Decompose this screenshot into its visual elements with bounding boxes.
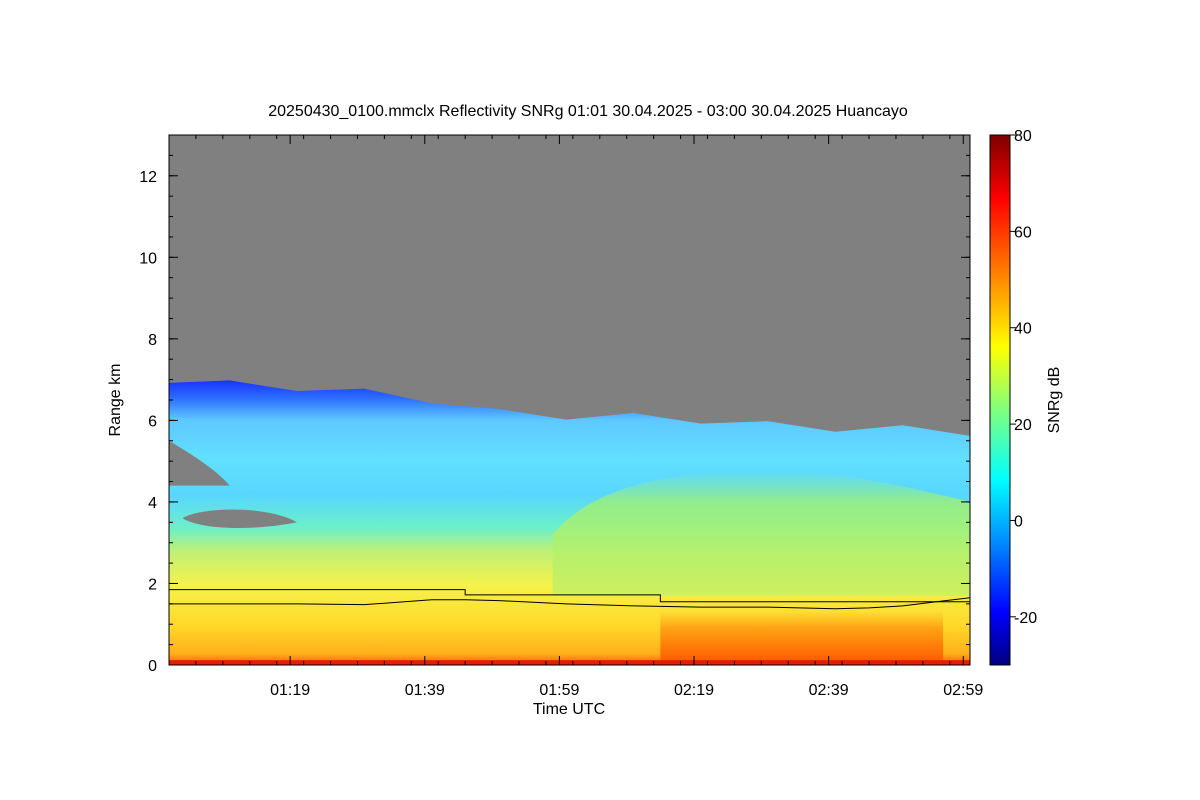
x-tick-label: 01:19 bbox=[270, 682, 310, 699]
y-axis-label: Range km bbox=[107, 364, 124, 437]
colorbar-label: SNRg dB bbox=[1046, 367, 1063, 434]
colorbar-tick-label: 0 bbox=[1014, 513, 1023, 530]
x-axis: 01:19 01:39 01:59 02:19 02:39 02:59 bbox=[168, 135, 983, 699]
colorbar bbox=[989, 134, 1011, 666]
x-tick-label: 01:59 bbox=[539, 682, 579, 699]
y-tick-label: 4 bbox=[148, 495, 157, 512]
colorbar-tick-label: -20 bbox=[1014, 610, 1037, 627]
y-tick-label: 8 bbox=[148, 332, 157, 349]
heatmap-area bbox=[169, 135, 970, 665]
colorbar-tick-label: 80 bbox=[1014, 128, 1032, 145]
overlay-line-upper bbox=[169, 589, 970, 603]
no-echo-gap bbox=[169, 440, 230, 486]
surface-clutter-band bbox=[169, 660, 970, 665]
y-tick-label: 2 bbox=[148, 576, 157, 593]
y-tick-label: 10 bbox=[139, 250, 157, 267]
no-echo-gap bbox=[182, 509, 297, 528]
colorbar-tick-label: 20 bbox=[1014, 417, 1032, 434]
chart-title: 20250430_0100.mmclx Reflectivity SNRg 01… bbox=[268, 103, 908, 120]
colorbar-tick-label: 60 bbox=[1014, 224, 1032, 241]
x-tick-label: 02:59 bbox=[943, 682, 983, 699]
x-tick-label: 02:39 bbox=[809, 682, 849, 699]
colorbar-tick-label: 40 bbox=[1014, 321, 1032, 338]
x-axis-label: Time UTC bbox=[533, 701, 605, 718]
y-tick-label: 12 bbox=[139, 169, 157, 186]
y-axis: 0 2 4 6 8 10 12 bbox=[139, 134, 970, 675]
mid-level-echo bbox=[552, 471, 970, 596]
colorbar-axis: -20 0 20 40 60 80 bbox=[1010, 128, 1037, 627]
overlay-line-lower bbox=[169, 597, 970, 610]
strong-precip-echo bbox=[660, 609, 944, 661]
y-tick-label: 0 bbox=[148, 658, 157, 675]
x-tick-label: 01:39 bbox=[405, 682, 445, 699]
x-tick-label: 02:19 bbox=[674, 682, 714, 699]
y-tick-label: 6 bbox=[148, 413, 157, 430]
